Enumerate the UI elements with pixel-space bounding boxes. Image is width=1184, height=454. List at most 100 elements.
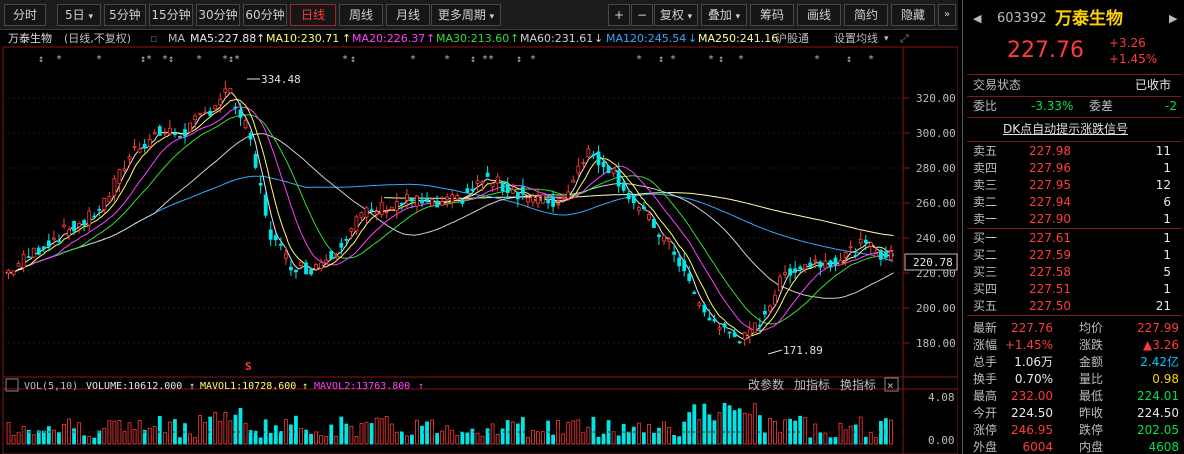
candle-body — [324, 259, 329, 264]
volume-bar — [768, 418, 772, 445]
ask-row[interactable]: 卖二 227.94 6 — [963, 194, 1184, 211]
more-periods-button[interactable]: 更多周期 ▾ — [431, 4, 501, 26]
stat-label: 外盘 — [973, 440, 998, 454]
bid-row[interactable]: 买二 227.59 1 — [963, 247, 1184, 264]
switch-indicator-link[interactable]: 换指标 — [840, 377, 876, 392]
close-icon-glyph: × — [887, 379, 894, 392]
volume-bar — [798, 415, 803, 445]
overlay-button[interactable]: 叠加 ▾ — [701, 4, 747, 26]
stat-value: 224.50 — [1011, 406, 1053, 420]
signal-markers: ↕ * * ↕ * * ↕ * * ↕ * * ↕ * * ↕ * * ↕ * * ↕ * * ↕ * * ↕ * — [38, 54, 874, 65]
ma-settings-link[interactable]: 设置均线 — [834, 32, 878, 45]
volume-bar — [621, 423, 626, 445]
candle-body — [576, 165, 581, 174]
chevron-down-icon: ▾ — [884, 34, 889, 44]
weicha-label: 委差 — [1089, 99, 1114, 113]
price-tick: 240.00 — [916, 232, 956, 245]
stat-value: 0.98 — [1152, 372, 1179, 386]
candlesticks — [6, 81, 893, 346]
up-arrow-icon: ↑ — [189, 381, 195, 392]
volume-bar — [122, 430, 127, 445]
add-indicator-link[interactable]: 加指标 — [794, 377, 830, 392]
volume-bar — [737, 408, 742, 445]
bid-row[interactable]: 买五 227.50 21 — [963, 298, 1184, 315]
volume-bar — [465, 432, 470, 445]
next-stock-icon[interactable]: ▶ — [1169, 12, 1178, 25]
period-15min-button[interactable]: 15分钟 — [149, 4, 193, 26]
candle-body — [848, 246, 853, 249]
simple-button[interactable]: 简约 — [844, 4, 888, 26]
volume-bar — [354, 436, 359, 445]
volume-bar — [480, 435, 485, 445]
period-5day-button[interactable]: 5日 ▾ — [57, 4, 101, 26]
low-annotation-arrow — [767, 349, 783, 355]
candle-body — [773, 294, 777, 305]
expand-icon[interactable]: ⤢ — [900, 32, 909, 45]
stat-row: 换手 0.70% 量比 0.98 — [963, 371, 1184, 388]
period-monthly-button[interactable]: 月线 — [386, 4, 430, 26]
change-params-link[interactable]: 改参数 — [748, 377, 784, 392]
candle-body — [82, 220, 87, 226]
hide-button[interactable]: 隐藏 — [891, 4, 935, 26]
volume-bar — [445, 425, 450, 445]
bid-volume: 1 — [1163, 248, 1171, 262]
stat-row: 今开 224.50 昨收 224.50 — [963, 405, 1184, 422]
exchange-label[interactable]: 沪股通 — [776, 32, 809, 45]
volume-bar — [258, 437, 263, 445]
candle-body — [223, 88, 228, 93]
volume-panel-menu-icon[interactable] — [5, 378, 19, 392]
ask-row[interactable]: 卖一 227.90 1 — [963, 211, 1184, 228]
candle-body — [455, 195, 460, 200]
zoom-out-button[interactable]: − — [631, 4, 653, 26]
adjust-button[interactable]: 复权 ▾ — [654, 4, 698, 26]
ask-row[interactable]: 卖五 227.98 11 — [963, 143, 1184, 160]
volume-bar — [566, 422, 571, 445]
candle-body — [823, 260, 828, 269]
volume-bar — [132, 429, 137, 445]
dropdown-icon[interactable]: ▫ — [150, 32, 158, 45]
candle-body — [475, 180, 480, 184]
volume-bar — [778, 431, 782, 445]
draw-line-button[interactable]: 画线 — [797, 4, 841, 26]
candle-body — [641, 206, 646, 210]
chips-button[interactable]: 筹码 — [750, 4, 794, 26]
ask-row[interactable]: 卖三 227.95 12 — [963, 177, 1184, 194]
kline-chart[interactable]: 320.00 300.00 280.00 260.00 240.00 220.0… — [0, 30, 958, 454]
signal-marker-icon: * — [96, 54, 102, 65]
candle-body — [702, 304, 707, 313]
zoom-in-button[interactable]: + — [608, 4, 630, 26]
volume-bar — [531, 430, 535, 445]
candle-body — [500, 182, 505, 192]
double-chevron-right-icon[interactable]: » — [938, 4, 956, 26]
ask-row[interactable]: 卖四 227.96 1 — [963, 160, 1184, 177]
volume-bar — [823, 432, 828, 445]
volume-bar — [26, 429, 31, 445]
bid-row[interactable]: 买一 227.61 1 — [963, 230, 1184, 247]
candle-body — [783, 272, 787, 275]
candle-body — [379, 201, 384, 215]
period-intraday-button[interactable]: 分时 — [4, 4, 46, 26]
period-weekly-button[interactable]: 周线 — [339, 4, 383, 26]
bid-row[interactable]: 买三 227.58 5 — [963, 264, 1184, 281]
bid-row[interactable]: 买四 227.51 1 — [963, 281, 1184, 298]
candle-body — [868, 242, 873, 247]
volume-panel-frame — [2, 376, 958, 454]
volume-bar — [641, 432, 646, 445]
dk-signal-link[interactable]: DK点自动提示涨跌信号 — [1003, 122, 1129, 136]
period-30min-button[interactable]: 30分钟 — [196, 4, 240, 26]
period-60min-button[interactable]: 60分钟 — [243, 4, 287, 26]
stat-label: 涨停 — [973, 423, 998, 437]
candle-body — [470, 188, 475, 191]
candle-body — [556, 203, 561, 206]
prev-stock-icon[interactable]: ◀ — [973, 12, 982, 25]
candle-body — [435, 200, 440, 208]
period-daily-button[interactable]: 日线 — [290, 4, 336, 26]
candle-body — [183, 129, 187, 137]
period-5min-button[interactable]: 5分钟 — [104, 4, 146, 26]
high-annotation: 334.48 — [261, 73, 301, 86]
volume-bar — [647, 423, 651, 445]
candle-body — [687, 273, 692, 281]
ma5-value: MA5:227.88 — [190, 32, 257, 45]
candle-body — [657, 234, 661, 237]
close-icon[interactable] — [884, 377, 899, 392]
